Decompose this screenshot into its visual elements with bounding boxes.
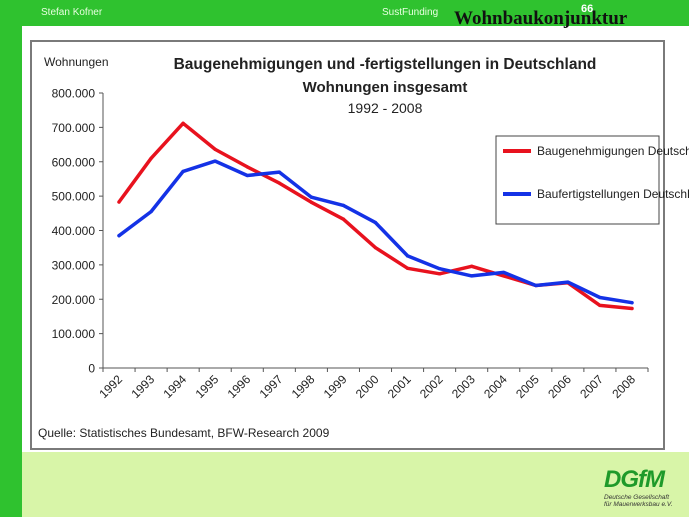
point-baugenehmigungen-2008 [630,306,634,311]
point-baugenehmigungen-2002 [438,272,442,276]
point-baugenehmigungen-1998 [309,200,313,204]
point-baugenehmigungen-1999 [341,217,346,221]
point-baugenehmigungen-1992 [117,200,121,204]
x-tick-label: 1993 [128,372,157,401]
y-axis-label: Wohnungen [44,55,109,69]
x-tick-label: 1997 [257,372,286,401]
point-baufertigstellungen-2008 [630,301,634,305]
point-baugenehmigungen-2004 [502,274,506,278]
point-baufertigstellungen-1997 [277,170,281,174]
logo-subtitle-1: Deutsche Gesellschaft [604,494,670,501]
x-tick-label: 2007 [577,372,606,401]
x-tick-label: 1995 [193,372,222,401]
slide-title: Wohnbaukonjunktur [454,8,628,29]
x-tick-label: 2001 [385,372,414,401]
point-baufertigstellungen-1999 [341,203,346,208]
chart-subtitle: Wohnungen insgesamt [303,79,468,96]
point-baugenehmigungen-1995 [213,147,217,151]
author-name: Stefan Kofner [41,7,103,18]
x-tick-label: 1994 [160,372,189,401]
point-baufertigstellungen-1995 [213,159,217,163]
y-tick-label: 700.000 [52,121,96,135]
y-tick-label: 0 [88,362,95,376]
point-baufertigstellungen-2000 [373,220,378,225]
legend-label-genehmigungen: Baugenehmigungen Deutschland [537,144,689,158]
x-tick-label: 1999 [321,372,350,401]
point-baufertigstellungen-1993 [149,209,153,214]
point-baugenehmigungen-1997 [277,181,281,185]
chart-frame [30,40,665,450]
footer-band [22,452,689,517]
chart-period: 1992 - 2008 [348,100,423,116]
x-tick-label: 1992 [96,372,125,401]
logo-wordmark: DGfM [604,466,665,493]
point-baufertigstellungen-1996 [245,173,249,178]
y-tick-label: 600.000 [52,155,96,169]
x-tick-label: 1996 [225,372,254,401]
top-accent-bar [22,0,689,26]
point-baugenehmigungen-2007 [598,303,602,308]
point-baufertigstellungen-2003 [470,274,474,278]
point-baufertigstellungen-2004 [502,270,506,275]
x-tick-label: 2008 [609,372,638,401]
point-baugenehmigungen-2001 [405,266,410,270]
point-baugenehmigungen-2000 [373,246,378,250]
y-tick-label: 500.000 [52,190,96,204]
x-tick-label: 1998 [289,372,318,401]
x-tick-label: 2002 [417,372,446,401]
x-tick-label: 2000 [353,372,382,401]
y-tick-label: 200.000 [52,293,96,307]
source-note: Quelle: Statistisches Bundesamt, BFW-Res… [38,426,330,440]
point-baufertigstellungen-1994 [181,169,185,173]
point-baufertigstellungen-2007 [598,295,602,300]
point-baugenehmigungen-1996 [245,165,249,169]
x-tick-label: 2006 [545,372,574,401]
point-baugenehmigungen-2003 [470,264,474,268]
y-tick-label: 300.000 [52,258,96,272]
logo-subtitle-2: für Mauerwerksbau e.V. [604,501,673,508]
project-name: SustFunding [382,7,439,18]
left-accent-bar [0,0,22,517]
point-baufertigstellungen-1992 [117,234,121,238]
chart-title: Baugenehmigungen und -fertigstellungen i… [174,56,597,73]
right-margin [665,26,689,452]
dgfm-logo: DGfM Deutsche Gesellschaft für Mauerwerk… [604,466,684,508]
point-baufertigstellungen-2001 [405,254,410,258]
y-tick-label: 800.000 [52,87,96,101]
point-baufertigstellungen-2005 [534,283,538,288]
point-baugenehmigungen-1993 [149,156,153,160]
page-number: 66 [581,3,594,15]
y-tick-label: 400.000 [52,224,96,238]
point-baugenehmigungen-1994 [181,121,185,125]
point-baufertigstellungen-1998 [309,195,313,199]
x-tick-label: 2004 [481,372,510,401]
y-tick-label: 100.000 [52,327,96,341]
point-baufertigstellungen-2006 [566,280,570,284]
x-tick-label: 2003 [449,372,478,401]
legend-label-fertigstellungen: Baufertigstellungen Deutschland [537,187,689,201]
x-tick-label: 2005 [513,372,542,401]
point-baufertigstellungen-2002 [438,267,442,271]
